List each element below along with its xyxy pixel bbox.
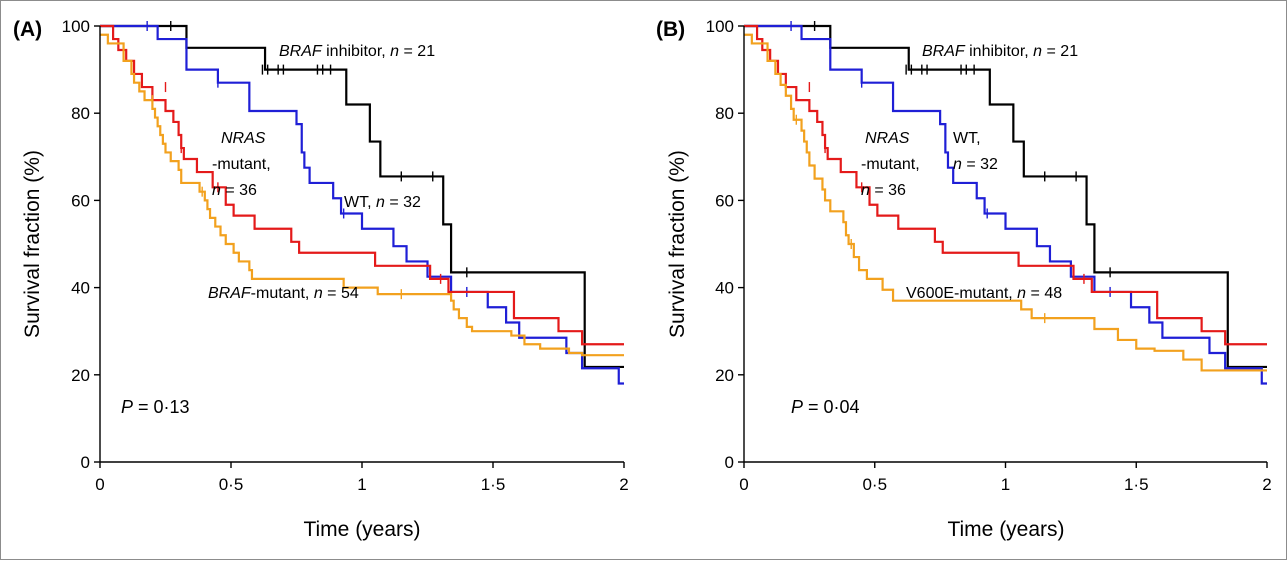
series-label-braf_mutant: BRAF-mutant, n = 54	[208, 285, 359, 302]
series-n-value: = 32	[385, 194, 421, 211]
panel-a: 0 20 40 60 80 100 0 0·5 1 1·5 2 Time (years) Surviva…	[13, 17, 629, 541]
series-line-braf_mutant	[744, 33, 1267, 372]
x-tick-label: 1	[357, 475, 366, 494]
x-tick-label: 2	[619, 475, 628, 494]
x-axis-label: Time (years)	[303, 518, 420, 541]
series-n-symbol: n	[861, 182, 870, 199]
x-axis-label: Time (years)	[947, 518, 1064, 541]
series-n-symbol: n	[314, 285, 323, 302]
series-name: V600E-mutant,	[906, 285, 1017, 302]
series-label-nras-n: n = 36	[212, 182, 257, 199]
series-name: -mutant,	[861, 156, 920, 173]
series-name-italic: NRAS	[221, 130, 266, 147]
series-label-nras-rest: -mutant,	[212, 156, 271, 173]
series-n-value: = 21	[1042, 43, 1078, 60]
series-label-nras-rest: -mutant,	[861, 156, 920, 173]
series-label-nras: NRAS	[865, 130, 910, 147]
series-line-braf_mutant	[100, 33, 624, 357]
p-value-label: P = 0·13	[121, 397, 190, 417]
series-n-value: = 54	[323, 285, 359, 302]
y-tick-label: 60	[715, 191, 734, 210]
x-tick-label: 1·5	[481, 475, 506, 494]
series-n-value: = 21	[399, 43, 435, 60]
series-n-symbol: n	[1033, 43, 1042, 60]
x-tick-label: 2	[1262, 475, 1271, 494]
series-line-braf_inhibitor	[744, 24, 1267, 369]
panel-label: (A)	[13, 18, 42, 41]
series-name: inhibitor,	[322, 43, 390, 60]
series-name-italic: BRAF	[208, 285, 252, 302]
x-tick-label: 1	[1001, 475, 1010, 494]
x-tick-label: 0	[739, 475, 748, 494]
series-name-italic: BRAF	[279, 43, 323, 60]
y-tick-label: 60	[71, 191, 90, 210]
series-label-nras: NRAS	[221, 130, 266, 147]
series-line-braf_inhibitor	[100, 24, 624, 369]
panel-b: 0 20 40 60 80 100 0 0·5 1 1·5 2 Time (years) Surviva…	[656, 17, 1272, 541]
x-tick-label: 0	[95, 475, 104, 494]
series-label-braf_mutant: V600E-mutant, n = 48	[906, 285, 1062, 302]
series-n-symbol: n	[376, 194, 385, 211]
x-tick-label: 0·5	[862, 475, 887, 494]
p-value-text: = 0·13	[133, 397, 190, 417]
series-n-value: = 48	[1026, 285, 1062, 302]
series-name: WT,	[344, 194, 376, 211]
series-label-wt: WT, n = 32	[344, 194, 421, 211]
y-tick-label: 80	[71, 104, 90, 123]
y-axis-label: Survival fraction (%)	[666, 150, 689, 338]
series-label-wt: WT,	[953, 130, 981, 147]
x-tick-label: 1·5	[1124, 475, 1149, 494]
y-tick-label: 40	[715, 279, 734, 298]
y-tick-label: 20	[71, 366, 90, 385]
y-tick-label: 100	[62, 17, 90, 36]
series-label-wt-n: n = 32	[953, 156, 998, 173]
series-n-symbol: n	[953, 156, 962, 173]
series-n-value: = 32	[962, 156, 998, 173]
series-name-italic: NRAS	[865, 130, 910, 147]
series-name: WT,	[953, 130, 981, 147]
series-name-italic: BRAF	[922, 43, 966, 60]
series-label-braf_inhibitor: BRAF inhibitor, n = 21	[279, 43, 435, 60]
series-name: inhibitor,	[965, 43, 1033, 60]
series-line-wt	[744, 24, 1267, 385]
series-label-nras-n: n = 36	[861, 182, 906, 199]
y-tick-label: 20	[715, 366, 734, 385]
y-tick-label: 80	[715, 104, 734, 123]
p-value-symbol: P	[121, 397, 133, 417]
y-tick-label: 0	[725, 453, 734, 472]
series-n-value: = 36	[221, 182, 257, 199]
series-n-value: = 36	[870, 182, 906, 199]
series-n-symbol: n	[212, 182, 221, 199]
series-name: -mutant,	[251, 285, 314, 302]
p-value-label: P = 0·04	[791, 397, 860, 417]
panel-label: (B)	[656, 18, 685, 41]
series-label-braf_inhibitor: BRAF inhibitor, n = 21	[922, 43, 1078, 60]
x-tick-label: 0·5	[219, 475, 244, 494]
y-tick-label: 0	[81, 453, 90, 472]
series-n-symbol: n	[390, 43, 399, 60]
series-line-nras	[100, 24, 624, 346]
y-tick-label: 40	[71, 279, 90, 298]
y-tick-label: 100	[706, 17, 734, 36]
p-value-symbol: P	[791, 397, 803, 417]
series-n-symbol: n	[1017, 285, 1026, 302]
series-name: -mutant,	[212, 156, 271, 173]
y-axis-label: Survival fraction (%)	[21, 150, 44, 338]
p-value-text: = 0·04	[803, 397, 860, 417]
